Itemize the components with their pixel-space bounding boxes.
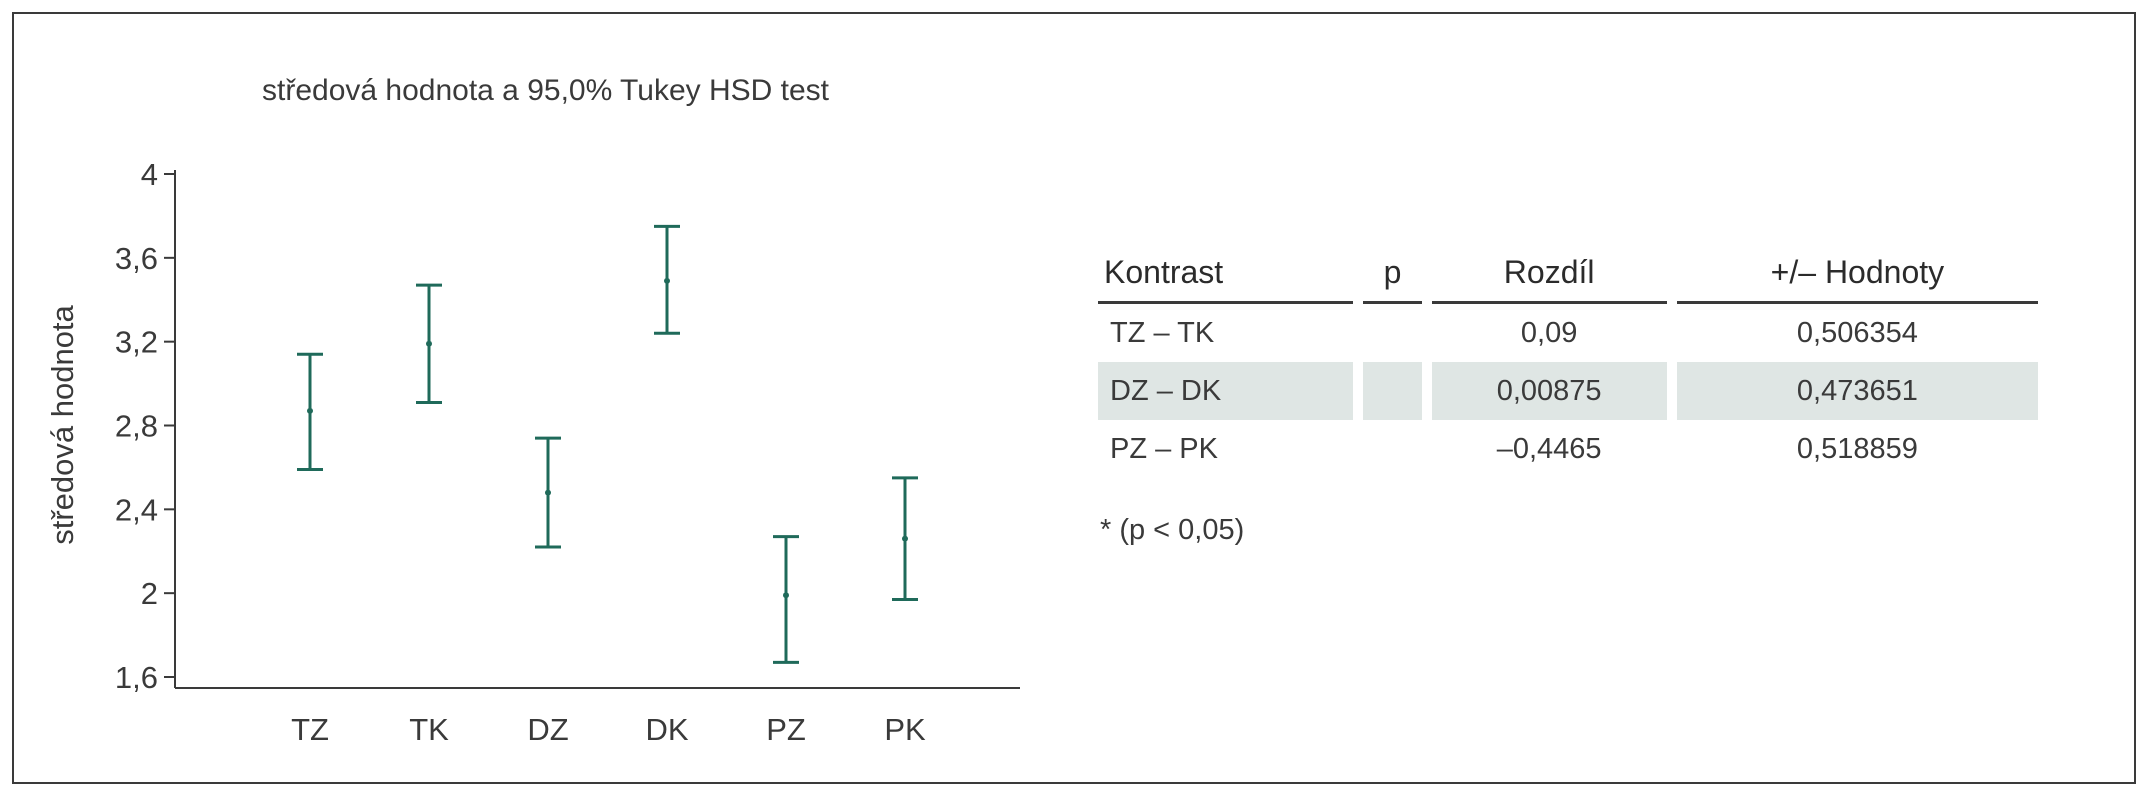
header-limits: +/– Hodnoty bbox=[1676, 246, 2038, 304]
contrast-table: Kontrast p Rozdíl +/– Hodnoty TZ – TK 0,… bbox=[1098, 246, 2058, 478]
cell-p bbox=[1363, 362, 1422, 420]
x-tick-label: DZ bbox=[527, 712, 568, 747]
y-tick-label: 1,6 bbox=[115, 660, 158, 695]
error-bar-chart: středová hodnota a 95,0% Tukey HSD test … bbox=[45, 74, 1020, 747]
x-tick-label: DK bbox=[645, 712, 688, 747]
y-tick-label: 2 bbox=[141, 576, 158, 611]
y-axis-label: středová hodnota bbox=[45, 304, 80, 544]
mean-point bbox=[545, 489, 551, 496]
cell-difference: –0,4465 bbox=[1496, 432, 1602, 465]
x-tick-label: PZ bbox=[766, 712, 806, 747]
table-row: TZ – TK 0,09 0,506354 bbox=[1098, 304, 2038, 362]
header-contrast: Kontrast bbox=[1098, 246, 1354, 304]
x-tick-label: PK bbox=[884, 712, 926, 747]
figure-frame bbox=[12, 12, 2136, 784]
cell-contrast: DZ – DK bbox=[1098, 362, 1354, 420]
mean-point bbox=[307, 407, 313, 414]
cell-p bbox=[1363, 304, 1421, 362]
cell-difference: 0,09 bbox=[1520, 316, 1578, 349]
header-p: p bbox=[1363, 246, 1422, 304]
cell-contrast: PZ – PK bbox=[1110, 432, 1218, 465]
y-tick-label: 2,8 bbox=[115, 409, 158, 444]
x-tick-label: TK bbox=[409, 712, 449, 747]
table-header-row: Kontrast p Rozdíl +/– Hodnoty bbox=[1098, 246, 2038, 304]
cell-limits: 0,506354 bbox=[1796, 316, 1918, 349]
x-tick-labels: TZ TK DZ DK PZ PK bbox=[291, 712, 926, 747]
cell-limits: 0,473651 bbox=[1676, 362, 2038, 420]
y-tick-label: 3,2 bbox=[115, 325, 158, 360]
mean-point bbox=[664, 277, 670, 284]
mean-point bbox=[783, 592, 789, 599]
y-ticks: 1,6 2 2,4 2,8 3,2 3,6 4 bbox=[115, 157, 175, 695]
table-row: PZ – PK –0,4465 0,518859 bbox=[1098, 420, 2038, 478]
error-bars bbox=[297, 224, 918, 664]
y-tick-label: 4 bbox=[141, 157, 158, 192]
significance-note: * (p < 0,05) bbox=[1100, 514, 1245, 546]
y-tick-label: 3,6 bbox=[115, 241, 158, 276]
cell-limits: 0,518859 bbox=[1796, 432, 1918, 465]
cell-difference: 0,00875 bbox=[1431, 362, 1667, 420]
mean-point bbox=[426, 340, 432, 347]
x-tick-label: TZ bbox=[291, 712, 329, 747]
chart-title: středová hodnota a 95,0% Tukey HSD test bbox=[262, 74, 830, 107]
mean-point bbox=[902, 535, 908, 542]
cell-contrast: TZ – TK bbox=[1110, 316, 1215, 349]
y-tick-label: 2,4 bbox=[115, 492, 158, 527]
table-row: DZ – DK 0,00875 0,473651 bbox=[1098, 362, 2038, 420]
header-difference: Rozdíl bbox=[1431, 246, 1667, 304]
cell-p bbox=[1363, 420, 1421, 478]
